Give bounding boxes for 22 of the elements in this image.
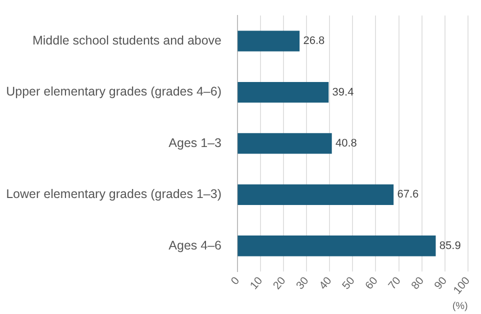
x-tick-label: 20 bbox=[271, 274, 288, 292]
y-tick-label: Upper elementary grades (grades 4–6) bbox=[6, 84, 222, 99]
y-tick-label: Ages 4–6 bbox=[168, 238, 222, 252]
data-label: 26.8 bbox=[303, 35, 325, 48]
x-axis-title: (%) bbox=[452, 300, 468, 312]
x-tick-label: 90 bbox=[432, 274, 450, 292]
x-tick-label: 30 bbox=[294, 274, 312, 292]
x-tick-label: 70 bbox=[386, 274, 404, 292]
data-label: 39.4 bbox=[332, 86, 354, 98]
x-tick-label: 0 bbox=[228, 274, 242, 288]
x-tick-label: 80 bbox=[409, 274, 426, 292]
data-label: 67.6 bbox=[397, 188, 419, 201]
x-tick-label: 40 bbox=[317, 274, 334, 292]
y-tick-label: Lower elementary grades (grades 1–3) bbox=[6, 187, 222, 202]
data-label: 85.9 bbox=[439, 240, 461, 252]
x-tick-label: 60 bbox=[363, 274, 380, 292]
x-tick-label: 100 bbox=[452, 274, 473, 297]
y-tick-label: Middle school students and above bbox=[32, 34, 222, 48]
data-label: 40.8 bbox=[336, 138, 357, 150]
x-tick-label: 50 bbox=[340, 274, 358, 292]
y-tick-label: Ages 1–3 bbox=[168, 136, 222, 150]
x-tick-label: 10 bbox=[248, 274, 266, 292]
